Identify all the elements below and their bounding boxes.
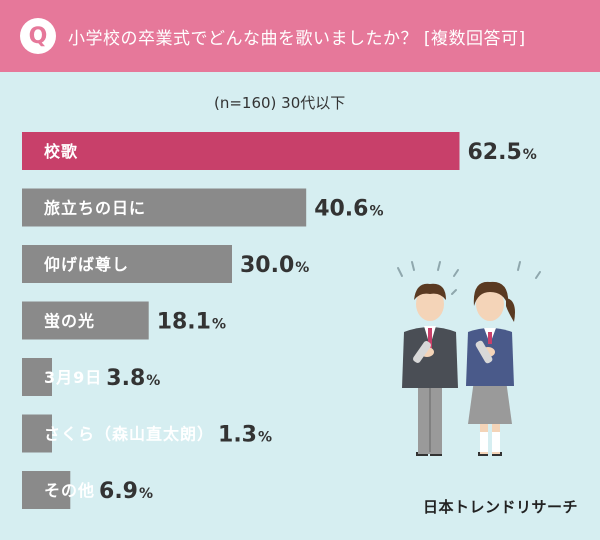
bar [22, 245, 232, 283]
bar [22, 471, 71, 509]
bar-value-label: 62.5% [468, 140, 537, 165]
bar-value-label: 40.6% [314, 197, 383, 222]
question-header: Q 小学校の卒業式でどんな曲を歌いましたか？ [複数回答可] [0, 0, 600, 72]
bar [22, 358, 52, 396]
brand-logo-text: 日本トレンドリサーチ [422, 498, 578, 516]
bar-value-label: 6.9% [99, 479, 153, 504]
bar-category-label: 仰げば尊し [44, 255, 129, 274]
bar-value-label: 3.8% [106, 366, 160, 391]
question-badge-icon: Q [20, 18, 56, 54]
bar-category-label: 旅立ちの日に [44, 199, 146, 218]
bar-category-label: さくら（森山直太朗） [44, 425, 214, 444]
bar [22, 132, 460, 170]
bar-category-label: 3月9日 [44, 368, 102, 387]
bar-category-label: 校歌 [44, 142, 78, 161]
students-illustration-icon [397, 261, 541, 456]
bar-category-label: 蛍の光 [44, 312, 95, 331]
chart-subtitle: (n=160) 30代以下 [214, 94, 346, 112]
bar-category-label: その他 [44, 481, 95, 500]
bar [22, 414, 52, 453]
bar-value-label: 1.3% [218, 423, 272, 448]
bar-value-label: 18.1% [157, 310, 226, 335]
bar [22, 188, 307, 227]
chart-title: 小学校の卒業式でどんな曲を歌いましたか？ [複数回答可] [68, 28, 526, 49]
bar-value-label: 30.0% [240, 253, 309, 278]
bar [22, 301, 149, 340]
